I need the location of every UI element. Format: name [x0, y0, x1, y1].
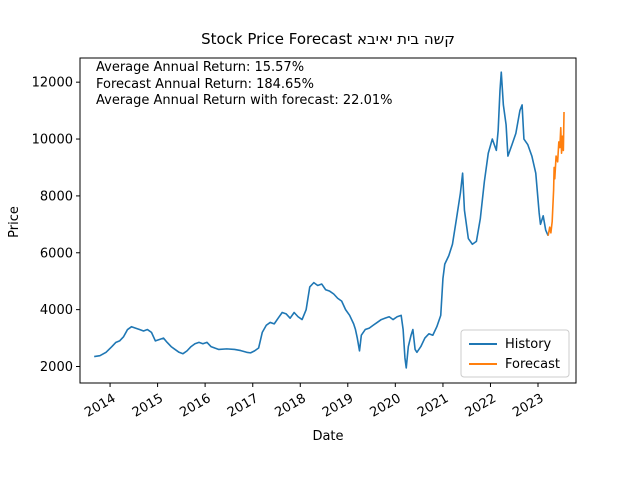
chart-title: קשה בית יאיבא Stock Price Forecast	[201, 30, 455, 48]
x-tick-label: 2021	[415, 391, 451, 421]
legend: History Forecast	[460, 329, 570, 378]
x-axis-ticks: 2014 2015 2016 2017 2018 2019 2020 2021 2022 2023	[82, 383, 546, 421]
plot-frame	[79, 57, 577, 384]
annotation-avg-return: Average Annual Return: 15.57%	[96, 60, 304, 75]
y-tick-label: 12000	[32, 76, 73, 91]
y-tick-label: 8000	[40, 189, 73, 204]
series-line-history	[94, 71, 549, 369]
x-tick-label: 2023	[510, 391, 546, 421]
y-tick-label: 4000	[40, 303, 73, 318]
y-axis-label: Price	[7, 206, 22, 238]
y-tick-label: 2000	[40, 360, 73, 375]
y-axis-ticks: 2000 4000 6000 8000 10000 12000	[32, 76, 80, 375]
series-line-forecast	[547, 112, 565, 236]
x-tick-label: 2015	[130, 391, 166, 421]
x-tick-label: 2018	[273, 391, 309, 421]
x-tick-label: 2019	[320, 391, 356, 421]
x-tick-label: 2017	[225, 391, 261, 421]
legend-box	[460, 329, 570, 378]
annotation-avg-return-with-forecast: Average Annual Return with forecast: 22.…	[96, 93, 392, 108]
x-tick-label: 2016	[177, 391, 213, 421]
x-tick-label: 2020	[368, 391, 404, 421]
annotation-forecast-return: Forecast Annual Return: 184.65%	[96, 77, 314, 92]
y-tick-label: 6000	[40, 246, 73, 261]
x-tick-label: 2022	[463, 391, 499, 421]
legend-history-label: History	[505, 337, 552, 352]
legend-forecast-label: Forecast	[505, 357, 560, 372]
x-tick-label: 2014	[82, 391, 118, 421]
x-axis-label: Date	[312, 429, 343, 444]
series-lines	[94, 71, 565, 369]
y-tick-label: 10000	[32, 133, 73, 148]
plot-area	[80, 58, 576, 383]
